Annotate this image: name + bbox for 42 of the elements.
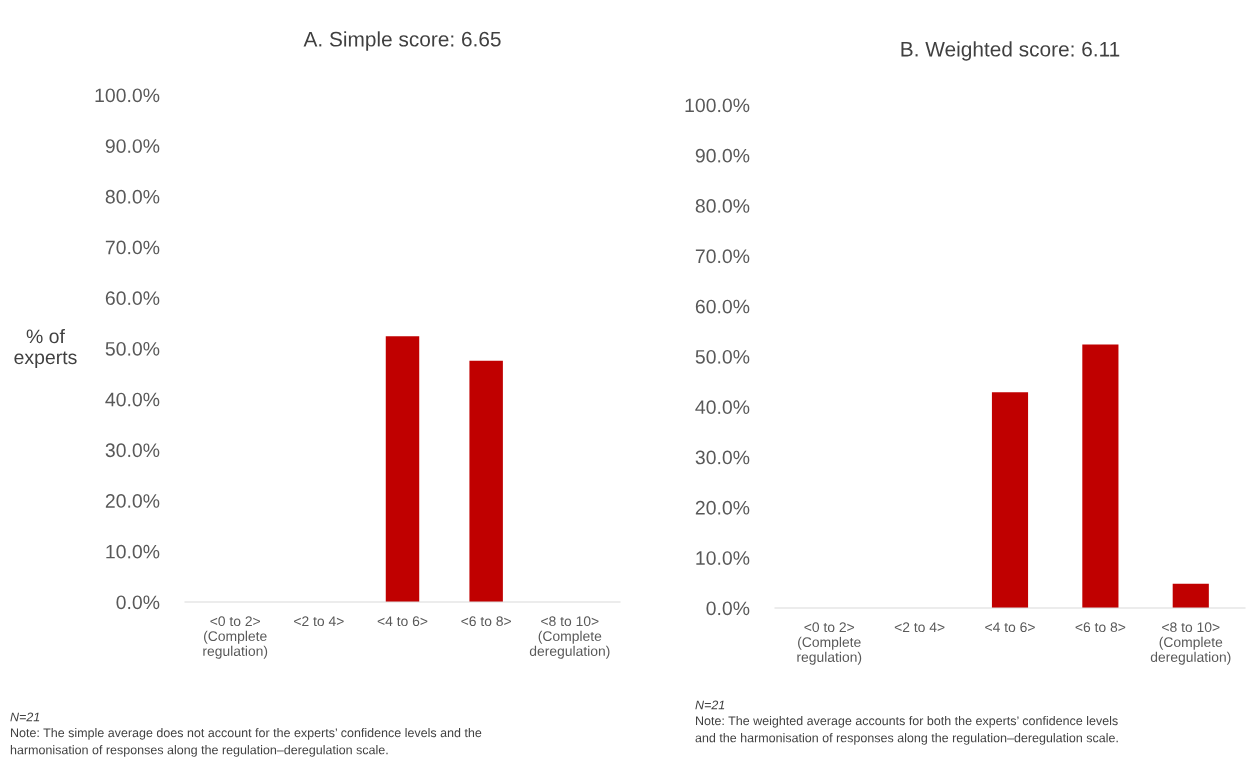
- chart-title: A. Simple score: 6.65: [303, 31, 501, 51]
- y-tick-label: 40.0%: [695, 400, 750, 415]
- x-tick-label: <6 to 8>: [461, 616, 511, 627]
- text: N=21: [10, 712, 40, 722]
- bar: [991, 392, 1029, 608]
- y-tick-label: 80.0%: [695, 199, 750, 213]
- y-tick-label: 50.0%: [695, 349, 750, 364]
- y-tick-label: 60.0%: [105, 291, 160, 306]
- chart-title: B. Weighted score: 6.11: [901, 41, 1120, 61]
- y-tick-label: 100.0%: [95, 88, 160, 103]
- x-tick-label: <6 to 8>: [1075, 622, 1126, 633]
- y-tick-label: 70.0%: [695, 249, 750, 264]
- x-tick-label: <0 to 2> (Complete regulation): [797, 622, 862, 665]
- x-tick-label: <4 to 6>: [985, 622, 1035, 633]
- y-tick-label: 60.0%: [695, 299, 750, 314]
- y-axis-title: % of experts: [14, 328, 77, 369]
- bar: [1082, 344, 1119, 608]
- y-tick-label: 90.0%: [105, 139, 160, 153]
- y-tick-label: 30.0%: [695, 450, 750, 465]
- x-tick-label: <8 to 10> (Complete deregulation): [1150, 622, 1231, 665]
- y-tick-label: 30.0%: [105, 443, 160, 458]
- y-tick-label: 0.0%: [706, 601, 750, 616]
- y-tick-label: 90.0%: [695, 148, 750, 163]
- y-tick-label: 20.0%: [105, 494, 160, 508]
- y-tick-label: 10.0%: [696, 551, 750, 565]
- y-tick-label: 100.0%: [685, 98, 750, 113]
- y-tick-label: 70.0%: [105, 240, 160, 255]
- y-tick-label: 20.0%: [695, 500, 750, 515]
- y-tick-label: 10.0%: [106, 544, 160, 559]
- y-tick-label: 50.0%: [105, 341, 160, 356]
- text: Note: The weighted average accounts for both the experts’ confidence levels and the harmonisation of responses along the regulation–deregulation scale.: [695, 716, 1118, 745]
- bar: [1172, 583, 1209, 608]
- y-tick-label: 40.0%: [105, 392, 160, 407]
- x-tick-label: <2 to 4>: [294, 616, 344, 627]
- y-tick-label: 0.0%: [116, 595, 160, 610]
- x-tick-label: <0 to 2> (Complete regulation): [203, 616, 268, 659]
- text: N=21: [695, 700, 725, 710]
- text: Note: The simple average does not account for the experts’ confidence levels and the harmonisation of responses along the regulation–deregulation scale.: [10, 728, 482, 757]
- y-tick-label: 80.0%: [105, 189, 160, 204]
- x-tick-label: <4 to 6>: [377, 616, 428, 627]
- x-tick-label: <8 to 10> (Complete deregulation): [529, 616, 610, 659]
- x-tick-label: <2 to 4>: [894, 622, 945, 633]
